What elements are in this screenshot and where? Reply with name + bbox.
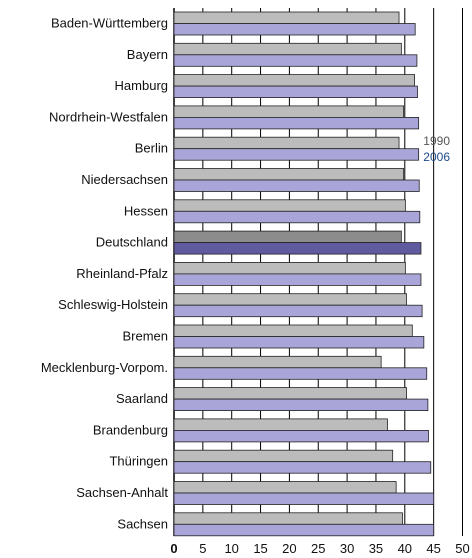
x-tick-label: 30 [340,541,354,556]
category-label: Sachsen-Anhalt [76,485,168,500]
bar-1990 [173,387,407,400]
category-label: Schleswig-Holstein [58,297,168,312]
bar-1990 [173,512,403,525]
bar-2006 [173,148,420,161]
bar-2006 [173,304,423,318]
x-tick-label: 50 [455,541,469,556]
bar-2006 [173,367,428,380]
category-label: Mecklenburg-Vorpom. [41,360,168,375]
category-label: Bremen [122,329,168,344]
bar-1990 [173,293,407,306]
category-label: Rheinland-Pfalz [76,266,168,281]
bar-2006 [173,242,422,255]
x-axis: 0 5 10 15 20 25 30 35 40 45 50 [170,541,469,556]
x-tick-label: 25 [311,541,325,556]
bar-2006 [173,336,425,349]
category-label: Hessen [124,203,168,218]
category-label: Niedersachsen [81,172,168,187]
legend-label-1990: 1990 [423,134,450,148]
category-label: Hamburg [115,78,168,93]
bar-2006 [173,117,420,130]
category-label: Sachsen [117,516,168,531]
category-label: Saarland [116,391,168,406]
bars [173,11,435,537]
x-tick-label: 15 [253,541,267,556]
bar-2006 [173,23,416,36]
bar-1990 [173,230,402,244]
x-tick-label: 35 [369,541,383,556]
bar-2006 [173,398,429,412]
x-tick-label: 5 [199,541,206,556]
bar-2006 [173,492,435,505]
category-label: Deutschland [96,235,168,250]
x-tick-label: 10 [224,541,238,556]
bar-1990 [173,355,382,369]
bar-1990 [173,11,400,24]
bar-1990 [173,199,406,212]
category-label: Thüringen [109,454,168,469]
legend: 1990 2006 [423,134,450,164]
bar-1990 [173,42,402,56]
x-tick-label: 20 [282,541,296,556]
bar-1990 [173,324,413,337]
category-labels: Baden-Württemberg Bayern Hamburg Nordrhein-… [41,16,169,532]
bar-1990 [173,136,400,150]
bar-1990 [173,168,405,181]
category-label: Brandenburg [93,422,168,437]
bar-2006 [173,429,429,443]
bar-2006 [173,273,422,286]
category-label: Bayern [127,47,168,62]
bar-1990 [173,418,388,431]
bar-2006 [173,210,421,224]
bar-1990 [173,74,416,87]
x-tick-label: 45 [426,541,440,556]
category-label: Baden-Württemberg [51,16,168,31]
category-label: Nordrhein-Westfalen [49,109,168,124]
category-label: Berlin [135,141,168,156]
legend-label-2006: 2006 [423,150,450,164]
bar-2006 [173,461,432,474]
x-tick-label: 0 [170,541,177,556]
x-tick-label: 40 [398,541,412,556]
bar-1990 [173,449,394,463]
bar-2006 [173,523,435,537]
bar-2006 [173,179,420,192]
bar-2006 [173,54,418,67]
bar-1990 [173,261,406,275]
bar-2006 [173,85,418,98]
bar-1990 [173,105,405,118]
bar-1990 [173,481,397,494]
